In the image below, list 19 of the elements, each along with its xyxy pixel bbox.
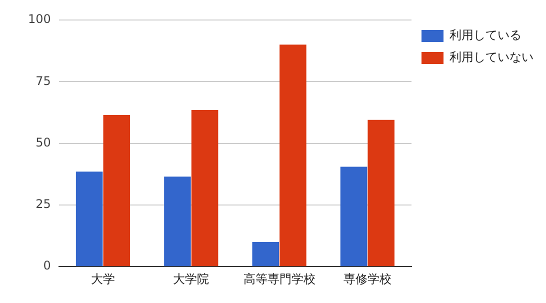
x-tick-label: 大学院 — [173, 272, 210, 286]
y-tick-label: 50 — [36, 135, 51, 150]
bar — [252, 242, 280, 266]
x-tick-label: 高等専門学校 — [243, 272, 316, 286]
y-tick-label: 100 — [28, 12, 51, 26]
bar — [368, 120, 394, 266]
x-tick-label: 大学 — [90, 272, 115, 286]
y-tick-label: 75 — [36, 74, 51, 88]
legend-label: 利用していない — [450, 50, 534, 64]
bar — [103, 114, 130, 266]
legend-label: 利用している — [450, 28, 522, 42]
y-tick-label: 0 — [43, 258, 51, 273]
x-tick-label: 専修学校 — [343, 272, 392, 286]
bar — [280, 44, 306, 266]
bar — [164, 176, 191, 266]
bar — [76, 172, 103, 266]
y-tick-label: 25 — [36, 197, 51, 212]
bar — [340, 166, 368, 266]
bar — [191, 110, 218, 266]
